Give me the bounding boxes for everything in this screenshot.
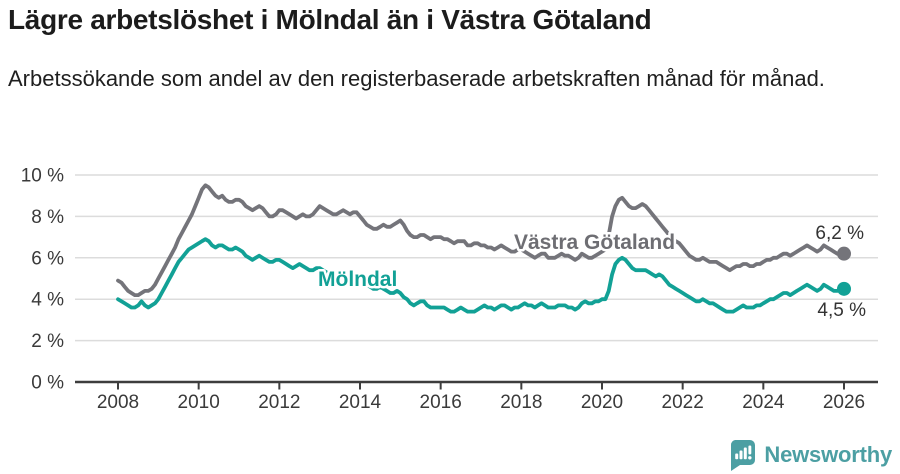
annotation-label: 6,2 % bbox=[815, 223, 864, 244]
end-dot-mölndal bbox=[837, 281, 851, 296]
annotation-label: Västra Götaland bbox=[514, 231, 675, 254]
y-tick-label: 4 % bbox=[31, 290, 64, 311]
end-dot-västra-götaland bbox=[837, 246, 851, 261]
chart-subtitle: Arbetssökande som andel av den registerb… bbox=[8, 66, 825, 91]
x-tick-label: 2016 bbox=[420, 392, 462, 413]
x-tick-label: 2022 bbox=[662, 392, 704, 413]
x-tick-label: 2014 bbox=[339, 392, 382, 413]
newsworthy-logo-icon bbox=[731, 440, 756, 471]
y-tick-label: 0 % bbox=[31, 373, 64, 394]
x-tick-label: 2012 bbox=[258, 392, 300, 413]
x-tick-label: 2010 bbox=[178, 392, 220, 413]
annotation-label: Mölndal bbox=[318, 268, 397, 291]
x-tick-label: 2026 bbox=[823, 392, 865, 413]
y-tick-label: 10 % bbox=[21, 166, 64, 187]
series-line-västra-götaland bbox=[116, 183, 846, 298]
x-tick-label: 2020 bbox=[581, 392, 623, 413]
y-tick-label: 8 % bbox=[31, 207, 64, 228]
newsworthy-brand-text: Newsworthy bbox=[764, 442, 892, 467]
x-tick-label: 2008 bbox=[97, 392, 139, 413]
series-line-mölndal bbox=[116, 237, 846, 314]
chart-title: Lägre arbetslöshet i Mölndal än i Västra… bbox=[8, 4, 652, 35]
annotation-label: 4,5 % bbox=[817, 300, 866, 321]
newsworthy-brand: Newsworthy bbox=[727, 438, 892, 472]
y-tick-label: 6 % bbox=[31, 248, 64, 269]
x-tick-label: 2024 bbox=[742, 392, 785, 413]
y-tick-label: 2 % bbox=[31, 331, 64, 352]
x-tick-label: 2018 bbox=[500, 392, 542, 413]
